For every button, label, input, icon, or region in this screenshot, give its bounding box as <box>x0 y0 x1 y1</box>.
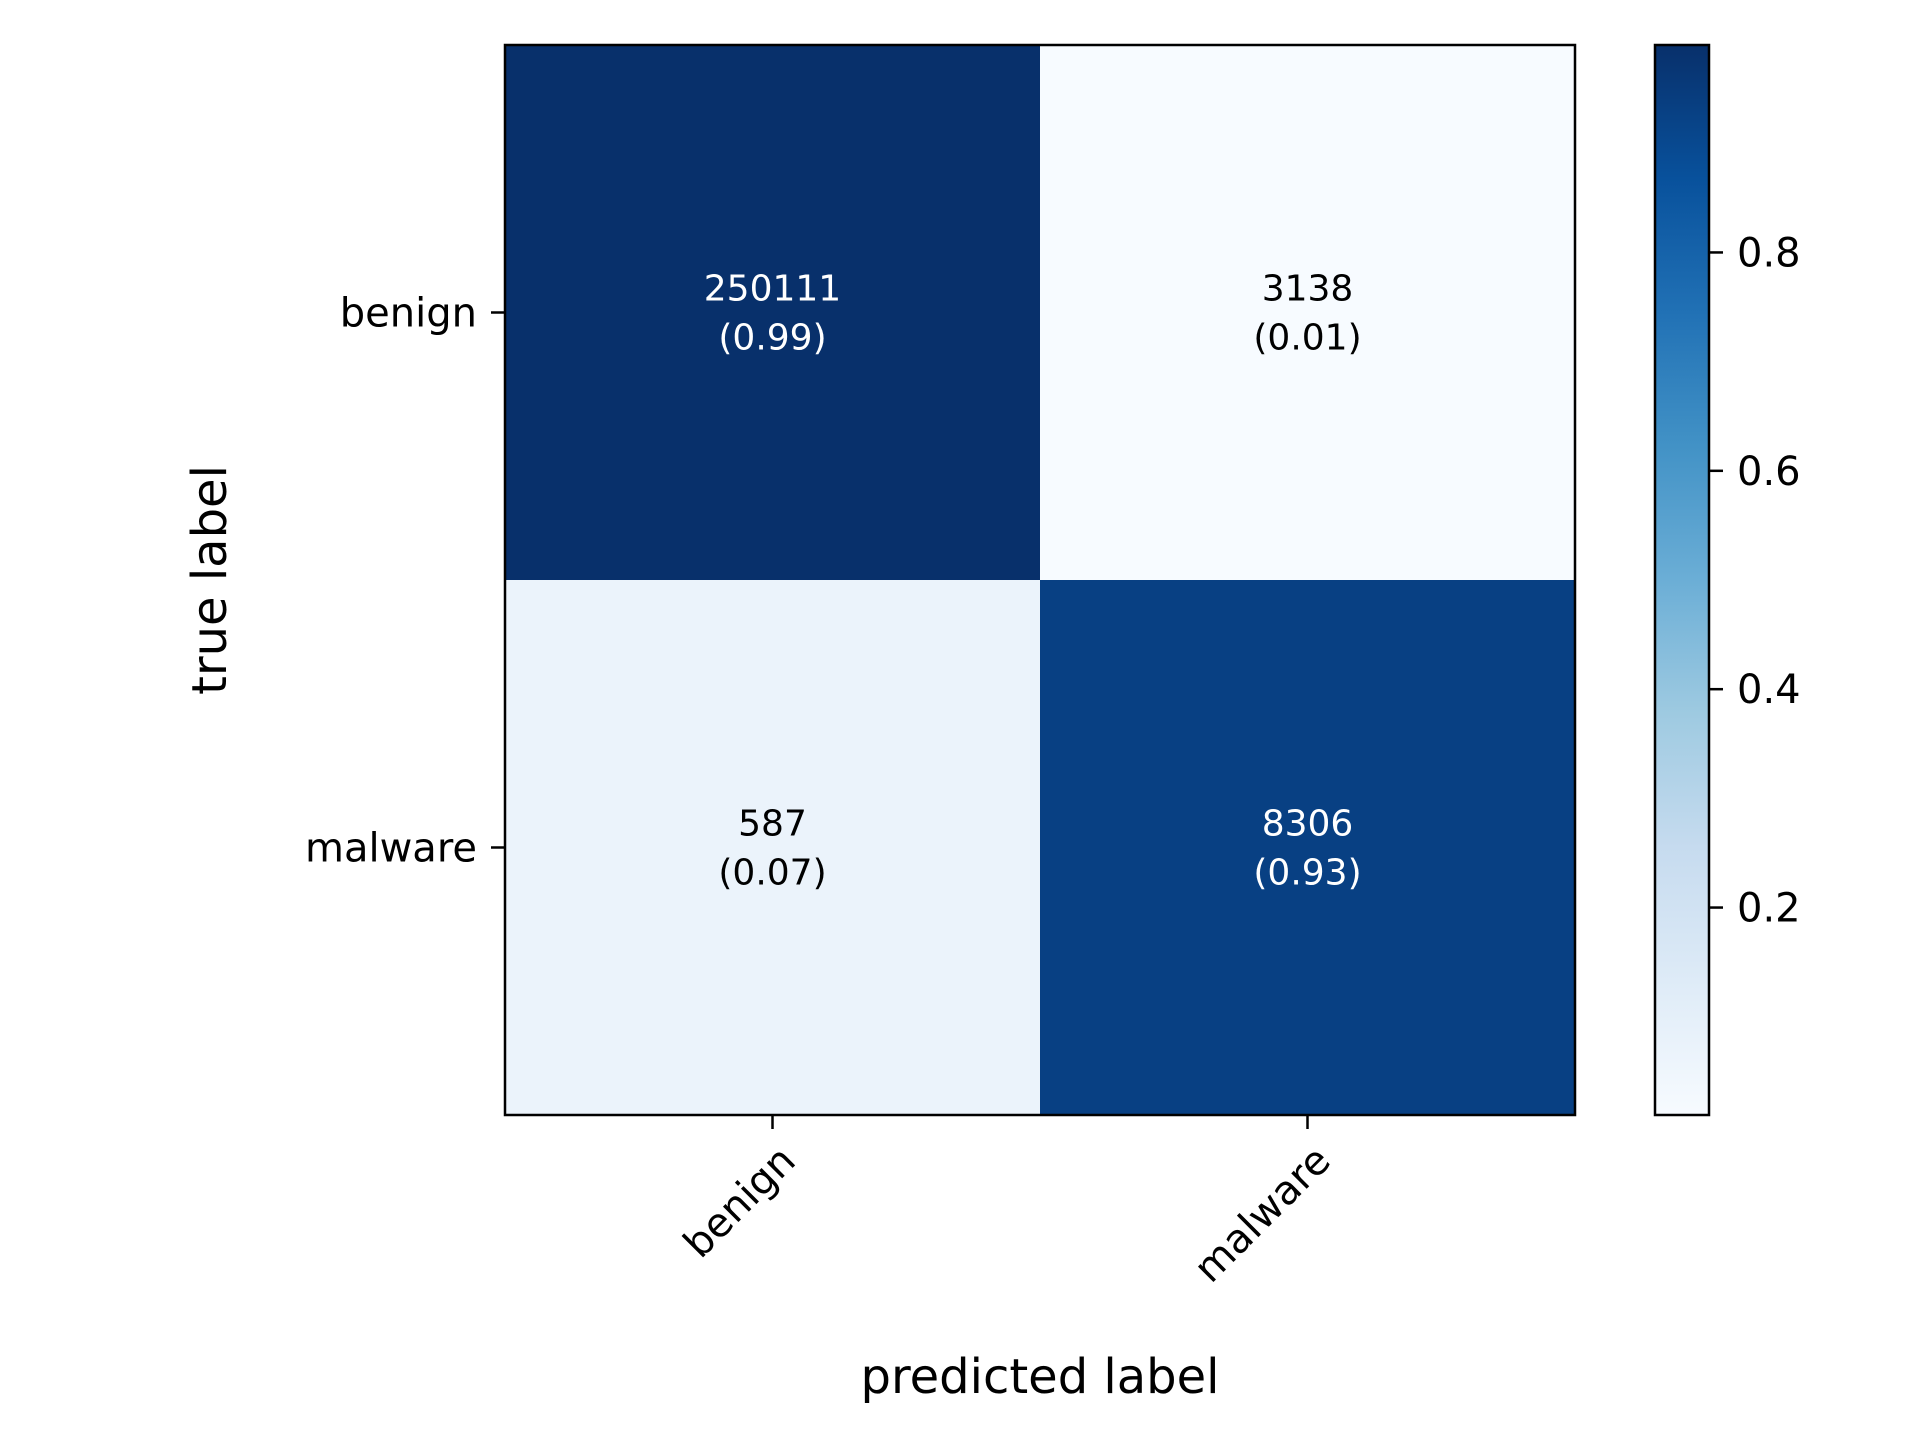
cell-count-label: 250111 <box>704 269 841 310</box>
heatmap-cell <box>505 580 1040 1115</box>
cell-ratio-label: (0.93) <box>1253 853 1361 894</box>
plot-frame <box>503 43 1577 1117</box>
heatmap-cells <box>505 45 1575 1115</box>
cell-ratio-label: (0.99) <box>718 318 826 359</box>
colorbar-ticks: 0.2 0.4 0.6 0.8 <box>1709 230 1801 932</box>
colorbar-tick-label: 0.6 <box>1737 449 1801 495</box>
colorbar-tick-label: 0.4 <box>1737 667 1801 713</box>
heatmap-cell-labels: 250111 (0.99) 3138 (0.01) 587 (0.07) 8306 (0.93… <box>704 269 1362 894</box>
y-tick-label: benign <box>340 291 477 337</box>
cell-ratio-label: (0.01) <box>1253 318 1361 359</box>
x-axis-ticks: benign malware <box>675 1115 1340 1292</box>
y-tick-label: malware <box>305 826 477 872</box>
cell-ratio-label: (0.07) <box>718 853 826 894</box>
cell-count-label: 3138 <box>1262 269 1354 310</box>
heatmap-cell <box>505 45 1040 580</box>
colorbar-tick-label: 0.2 <box>1737 886 1801 932</box>
x-tick-label: benign <box>675 1138 805 1268</box>
x-tick-label: malware <box>1185 1138 1339 1292</box>
colorbar <box>1653 43 1711 1117</box>
heatmap-cell <box>1040 580 1575 1115</box>
cell-count-label: 8306 <box>1262 804 1354 845</box>
cell-count-label: 587 <box>738 804 807 845</box>
colorbar-tick-label: 0.8 <box>1737 230 1801 276</box>
y-axis-title: true label <box>182 465 238 695</box>
x-axis-title: predicted label <box>860 1349 1219 1405</box>
y-axis-ticks: benign malware <box>305 291 505 872</box>
heatmap-cell <box>1040 45 1575 580</box>
